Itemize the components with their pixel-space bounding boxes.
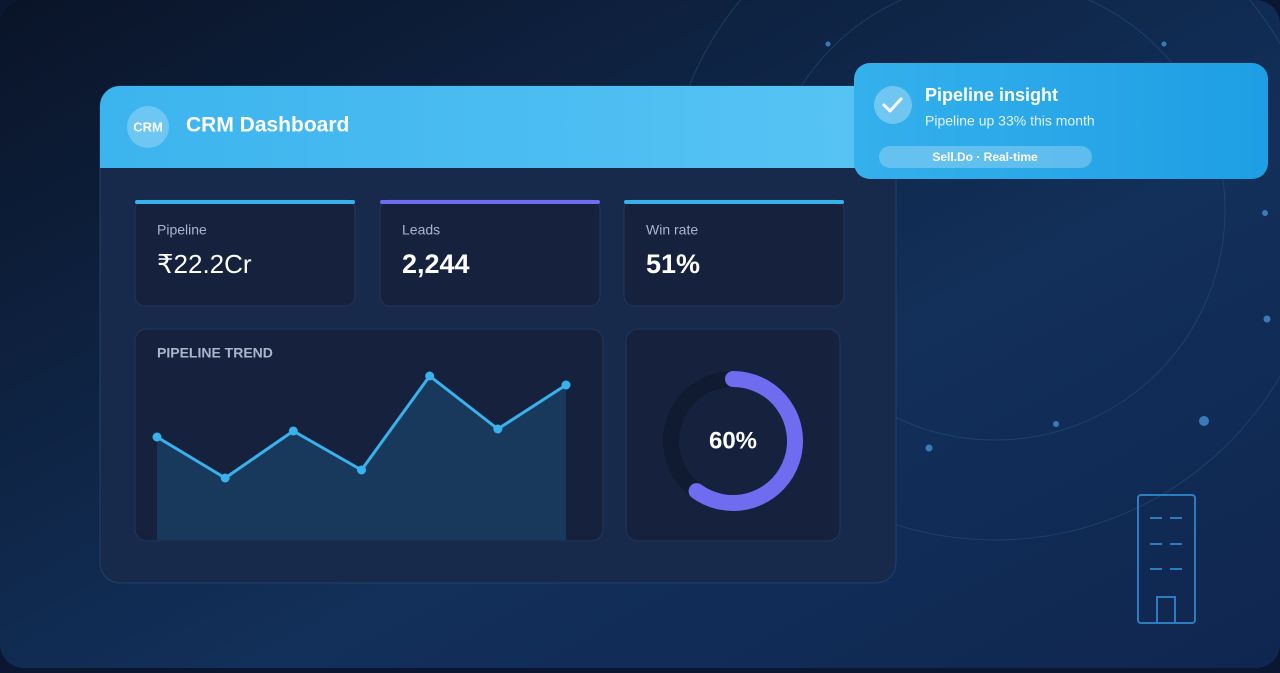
trend-point — [357, 465, 366, 475]
dashboard-title: CRM Dashboard — [186, 114, 349, 137]
logo-text: CRM — [133, 119, 163, 134]
trend-point — [152, 432, 162, 442]
donut-chart — [688, 371, 803, 511]
donut-label: 60% — [709, 427, 757, 454]
decor-dots — [825, 41, 1271, 452]
notification-message: Pipeline up 33% this month — [925, 113, 1095, 129]
logo — [127, 106, 169, 148]
trend-chart — [152, 371, 571, 540]
kpi-label: Leads — [402, 222, 440, 238]
trend-point — [288, 426, 298, 436]
notification-title: Pipeline insight — [925, 85, 1058, 105]
trend-point — [561, 380, 571, 390]
check-icon — [874, 86, 912, 124]
kpi-card: Leads 2,244 — [379, 199, 601, 307]
donut-arc — [688, 371, 803, 511]
notification[interactable] — [854, 63, 1268, 179]
kpi-value: ₹22.2Cr — [157, 249, 252, 279]
kpi-label: Pipeline — [157, 222, 207, 238]
trend-point — [425, 371, 435, 381]
notification-tag — [879, 146, 1092, 168]
kpi-label: Win rate — [646, 222, 698, 238]
kpi-card: Pipeline ₹22.2Cr — [134, 199, 356, 307]
kpi-card: Win rate 51% — [623, 199, 845, 307]
notification-tag-text: Sell.Do · Real-time — [932, 150, 1038, 164]
kpi-value: 51% — [646, 249, 700, 279]
kpi-value: 2,244 — [402, 249, 470, 279]
donut-card — [625, 328, 841, 542]
check-mark — [882, 97, 903, 113]
building-icon — [1137, 494, 1196, 624]
trend-point — [493, 424, 503, 434]
chart-title: PIPELINE TREND — [157, 345, 273, 361]
trend-point — [220, 473, 230, 483]
trend-area — [157, 376, 566, 540]
dashboard-header — [100, 86, 896, 168]
